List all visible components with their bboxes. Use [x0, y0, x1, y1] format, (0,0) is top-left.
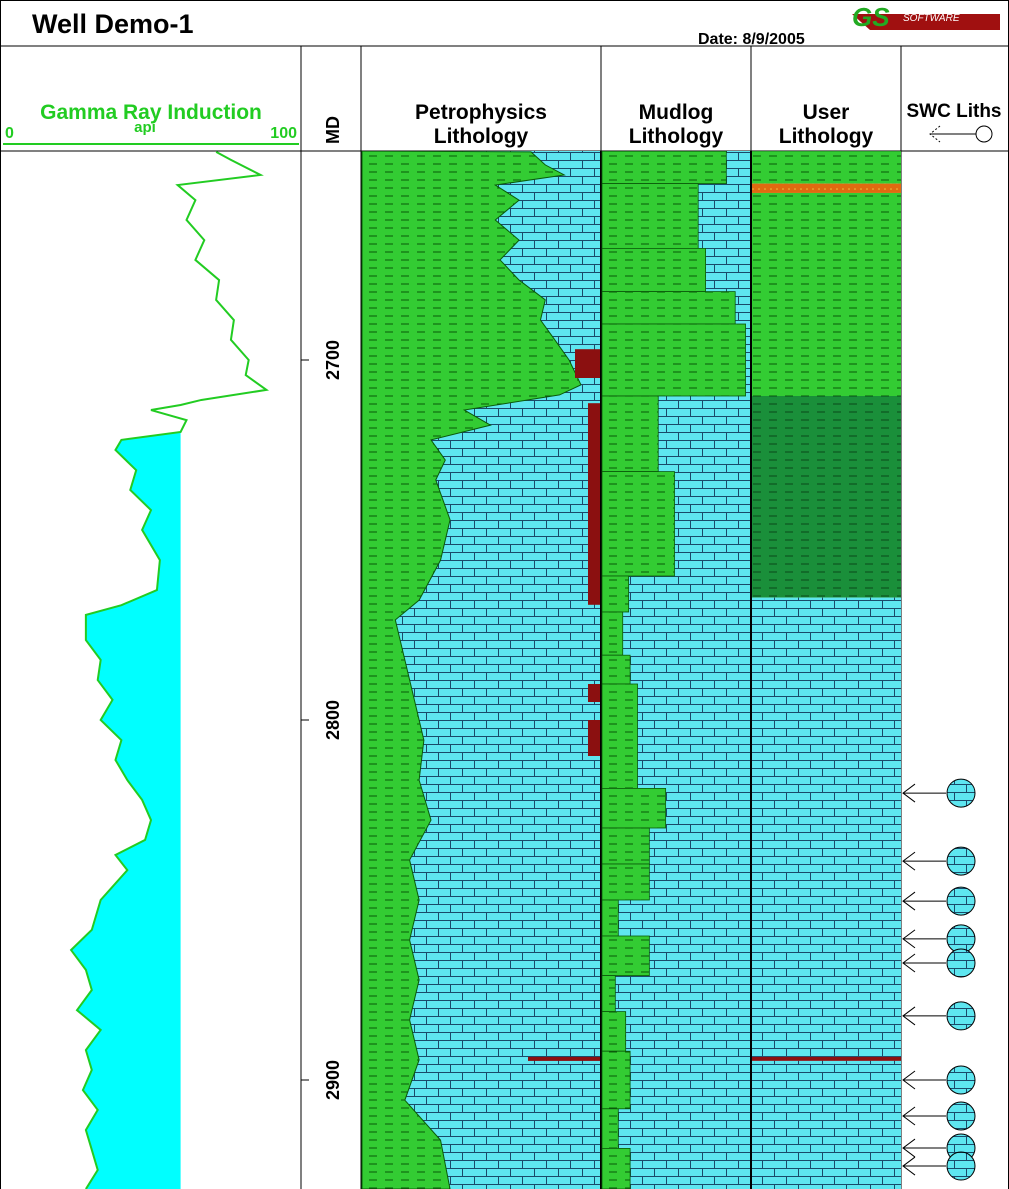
petro-coal — [588, 403, 600, 605]
mudlog-shale-interval — [601, 471, 675, 577]
mudlog-shale-interval — [601, 935, 650, 976]
petro-shale — [361, 151, 582, 1189]
depth-label: 2900 — [323, 1060, 343, 1100]
swc-sample-circle — [946, 1101, 976, 1131]
swc-arrow-head — [902, 1070, 916, 1090]
user-lith-sand — [752, 183, 901, 193]
mudlog-shale-interval — [601, 788, 667, 829]
petro-coal — [588, 684, 600, 702]
mudlog-shale-interval — [601, 395, 659, 472]
mudlog-title-2: Lithology — [629, 125, 724, 148]
gr-curve — [69, 151, 270, 1189]
well-title: Well Demo-1 — [32, 9, 194, 39]
swc-arrow-head — [902, 1006, 916, 1026]
gs-software-logo: GS SOFTWARE — [852, 2, 1000, 32]
swc-sample-circle — [946, 886, 976, 916]
depth-label: 2800 — [323, 700, 343, 740]
mudlog-shale-interval — [601, 1108, 619, 1149]
user-lith-limestone — [752, 597, 901, 1057]
svg-text:SOFTWARE: SOFTWARE — [903, 13, 960, 24]
mudlog-shale-interval — [601, 863, 650, 901]
depth-label: 2700 — [323, 340, 343, 380]
user-lith-limestone — [752, 1060, 901, 1189]
mudlog-shale-interval — [601, 975, 616, 1012]
user-title-2: Lithology — [779, 125, 874, 148]
swc-arrow-head — [902, 929, 916, 949]
user-lith-shale — [752, 192, 901, 396]
gr-min-label: 0 — [5, 125, 14, 142]
swc-sample-circle — [946, 1001, 976, 1031]
user-lith-shale — [752, 151, 901, 184]
swc-title: SWC Liths — [907, 101, 1002, 122]
mudlog-shale-interval — [601, 291, 736, 325]
mudlog-shale-interval — [601, 1011, 627, 1052]
swc-sample-circle — [946, 1151, 976, 1181]
user-lith-coal — [752, 1056, 901, 1061]
petro-coal — [575, 349, 600, 378]
mudlog-title-1: Mudlog — [639, 101, 714, 124]
mudlog-shale-interval — [601, 1050, 631, 1110]
gr-max-label: 100 — [270, 125, 297, 142]
gr-unit: api — [134, 119, 156, 136]
mudlog-shale-interval — [601, 575, 630, 613]
mudlog-shale-interval — [601, 1148, 631, 1189]
mudlog-shale-interval — [601, 611, 624, 656]
swc-sample-circle — [946, 846, 976, 876]
swc-arrow-head — [902, 1156, 916, 1176]
petro-coal — [528, 1056, 600, 1061]
mudlog-shale-interval — [601, 683, 638, 789]
gr-title: Gamma Ray Induction — [40, 101, 262, 124]
swc-sample-circle — [946, 948, 976, 978]
mudlog-shale-interval — [601, 899, 619, 937]
petro-coal — [588, 720, 600, 756]
svg-text:GS: GS — [852, 2, 890, 32]
mudlog-shale-interval — [601, 151, 727, 184]
user-lith-dark_shale — [752, 396, 901, 598]
petro-title-2: Lithology — [434, 125, 529, 148]
mudlog-shale-interval — [601, 247, 706, 292]
mudlog-shale-interval — [601, 323, 746, 397]
log-body: 2700 2800 2900 — [69, 151, 976, 1189]
mudlog-shale-interval — [601, 183, 699, 249]
swc-arrow-head — [902, 953, 916, 973]
md-title: MD — [323, 116, 343, 144]
mudlog-shale-interval — [601, 827, 650, 865]
swc-sample-circle — [946, 778, 976, 808]
petro-title-1: Petrophysics — [415, 101, 547, 124]
swc-legend-icon — [929, 125, 993, 143]
swc-arrow-head — [902, 1138, 916, 1158]
gr-shale-fill — [71, 432, 181, 1189]
swc-arrow-head — [902, 891, 916, 911]
date-label: Date: 8/9/2005 — [698, 31, 805, 48]
swc-sample-circle — [946, 1065, 976, 1095]
mudlog-shale-interval — [601, 654, 631, 685]
user-title-1: User — [803, 101, 850, 124]
swc-arrow-head — [902, 851, 916, 871]
swc-arrow-head — [902, 1106, 916, 1126]
swc-arrow-head — [902, 783, 916, 803]
